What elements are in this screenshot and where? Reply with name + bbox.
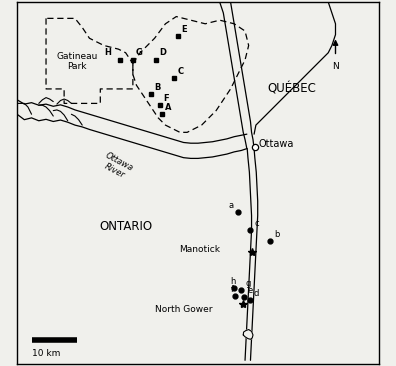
Text: C: C	[177, 67, 183, 75]
Text: d: d	[253, 289, 259, 298]
Text: c: c	[254, 219, 259, 228]
Text: h: h	[230, 277, 235, 286]
Text: B: B	[154, 83, 160, 92]
Text: b: b	[274, 230, 279, 239]
Text: f: f	[230, 285, 234, 294]
Text: N: N	[332, 62, 339, 71]
Text: QUÉBEC: QUÉBEC	[268, 82, 316, 96]
Text: G: G	[136, 48, 143, 57]
Text: F: F	[163, 94, 169, 103]
Text: H: H	[104, 48, 111, 57]
Text: Manotick: Manotick	[179, 246, 220, 254]
Text: 10 km: 10 km	[32, 350, 60, 358]
Text: ONTARIO: ONTARIO	[99, 220, 152, 233]
Text: g: g	[245, 279, 250, 288]
Text: North Gower: North Gower	[155, 305, 213, 314]
Text: A: A	[165, 103, 171, 112]
Text: D: D	[159, 48, 166, 57]
Text: Ottawa: Ottawa	[259, 139, 294, 149]
Polygon shape	[243, 329, 253, 339]
Text: a: a	[228, 201, 234, 210]
Text: e: e	[248, 286, 253, 295]
Text: Ottawa
River: Ottawa River	[99, 151, 135, 182]
Text: Gatineau
Park: Gatineau Park	[56, 52, 97, 71]
Text: E: E	[181, 25, 187, 34]
